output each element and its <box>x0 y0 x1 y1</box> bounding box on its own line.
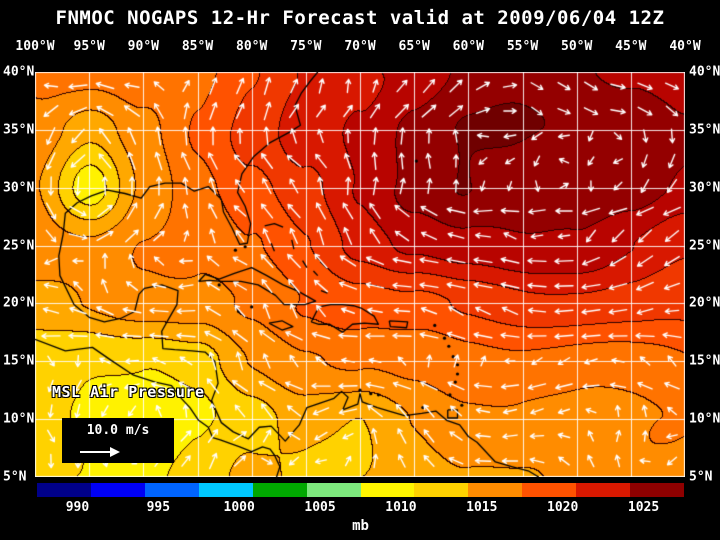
lat-label: 40°N <box>689 64 720 80</box>
lat-label: 20°N <box>3 295 35 311</box>
lon-label: 80°W <box>236 39 268 54</box>
lat-label: 25°N <box>689 238 720 254</box>
colorbar-segment <box>252 483 307 497</box>
lat-label: 30°N <box>3 180 35 196</box>
lat-label: 5°N <box>689 469 713 485</box>
colorbar-unit-label: mb <box>352 518 369 534</box>
colorbar-segment <box>90 483 145 497</box>
colorbar-segment <box>306 483 361 497</box>
colorbar-segment <box>576 483 631 497</box>
colorbar-segment <box>414 483 469 497</box>
lon-label: 75°W <box>290 39 322 54</box>
lon-label: 70°W <box>344 39 376 54</box>
lon-label: 40°W <box>669 39 701 54</box>
colorbar-segment <box>360 483 415 497</box>
chart-title: FNMOC NOGAPS 12-Hr Forecast valid at 200… <box>55 7 665 29</box>
colorbar-tick-label: 1005 <box>304 500 336 515</box>
field-label: MSL Air Pressure <box>52 383 205 401</box>
colorbar-segment <box>468 483 523 497</box>
lat-label: 35°N <box>689 122 720 138</box>
lat-label: 10°N <box>689 411 720 427</box>
colorbar-tick-label: 1025 <box>627 500 660 515</box>
lat-label: 5°N <box>3 469 27 485</box>
colorbar-tick-label: 1000 <box>223 500 255 515</box>
lon-label: 60°W <box>452 39 484 54</box>
wind-scale-box: 10.0 m/s <box>62 418 174 463</box>
colorbar-tick-label: 1010 <box>385 500 417 515</box>
pressure-map-canvas <box>35 72 685 477</box>
colorbar <box>37 483 685 497</box>
lon-label: 85°W <box>181 39 214 54</box>
wind-scale-label: 10.0 m/s <box>86 423 150 438</box>
colorbar-segment <box>37 483 91 497</box>
lon-label: 100°W <box>15 39 55 54</box>
colorbar-tick-label: 1020 <box>547 500 579 515</box>
lat-label: 15°N <box>3 353 35 369</box>
lon-label: 90°W <box>127 39 159 54</box>
lon-label: 50°W <box>561 39 593 54</box>
colorbar-segment <box>522 483 577 497</box>
lat-label: 35°N <box>3 122 35 138</box>
colorbar-segment <box>144 483 199 497</box>
colorbar-tick-label: 990 <box>65 500 90 515</box>
colorbar-segment <box>198 483 253 497</box>
lat-label: 15°N <box>689 353 720 369</box>
colorbar-tick-label: 995 <box>146 500 171 515</box>
colorbar-segment <box>630 483 685 497</box>
colorbar-tick-label: 1015 <box>466 500 498 515</box>
lon-label: 45°W <box>615 39 647 54</box>
lon-label: 95°W <box>73 39 105 54</box>
lon-label: 65°W <box>398 39 430 54</box>
lat-label: 10°N <box>3 411 35 427</box>
lat-label: 25°N <box>3 238 35 254</box>
lat-label: 20°N <box>689 295 720 311</box>
wind-scale-arrow-icon <box>80 447 120 457</box>
lat-label: 30°N <box>689 180 720 196</box>
lat-label: 40°N <box>3 64 35 80</box>
lon-label: 55°W <box>506 39 539 54</box>
